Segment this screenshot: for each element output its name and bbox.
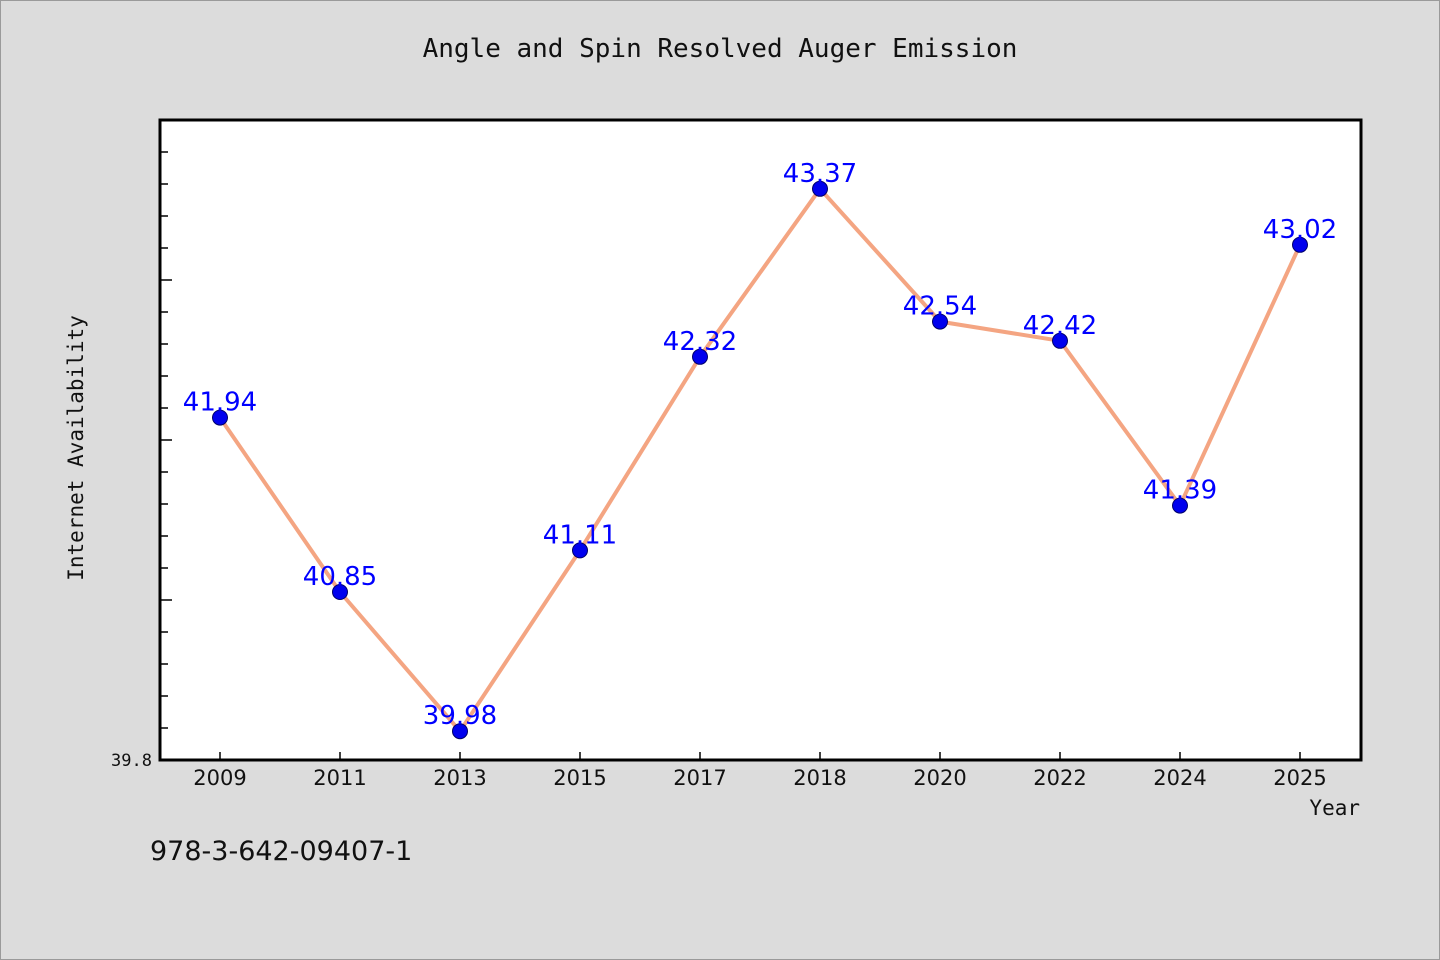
data-point — [572, 542, 588, 559]
chart-title: Angle and Spin Resolved Auger Emission — [422, 34, 1018, 64]
x-tick-label: 2015 — [553, 766, 606, 790]
data-markers — [212, 180, 1308, 740]
x-tick-label: 2011 — [313, 766, 366, 790]
x-tick-label: 2020 — [913, 766, 966, 790]
data-point — [1052, 332, 1068, 349]
y-tick-label: 39.8 — [111, 751, 152, 771]
data-label: 42.32 — [663, 327, 737, 357]
data-label: 41.94 — [183, 388, 257, 418]
data-point — [332, 584, 348, 600]
data-label: 42.42 — [1023, 311, 1097, 341]
data-label: 41.39 — [1143, 476, 1217, 506]
x-axis-ticks: 2009 2011 2013 2015 2017 2018 2020 2022 2024 2025 — [193, 752, 1327, 790]
data-label: 39.98 — [423, 701, 497, 731]
data-point — [812, 180, 828, 197]
data-label: 43.37 — [783, 159, 857, 189]
data-point — [212, 409, 228, 426]
data-label: 41.11 — [543, 520, 617, 550]
data-label: 40.85 — [303, 562, 377, 592]
data-labels: 41.94 40.85 39.98 41.11 42.32 43.37 42.54 42.42… — [183, 159, 1337, 731]
x-axis-label: Year — [1309, 796, 1360, 820]
y-axis-ticks: 39.8 — [111, 119, 172, 771]
data-point — [692, 348, 708, 365]
data-point — [1172, 497, 1188, 514]
plot-area — [158, 118, 1363, 762]
series-line — [218, 186, 1302, 734]
data-label: 42.54 — [903, 292, 977, 322]
data-point — [1292, 236, 1308, 253]
isbn-footnote: 978-3-642-09407-1 — [150, 836, 413, 867]
x-tick-label: 2024 — [1153, 766, 1206, 790]
x-tick-label: 2009 — [193, 766, 246, 790]
data-point — [452, 723, 468, 740]
data-label: 43.02 — [1263, 215, 1337, 245]
x-tick-label: 2017 — [673, 766, 726, 790]
x-tick-label: 2018 — [793, 766, 846, 790]
data-point — [932, 313, 948, 330]
x-tick-label: 2013 — [433, 766, 486, 790]
x-tick-label: 2022 — [1033, 766, 1086, 790]
x-tick-label: 2025 — [1273, 766, 1326, 790]
